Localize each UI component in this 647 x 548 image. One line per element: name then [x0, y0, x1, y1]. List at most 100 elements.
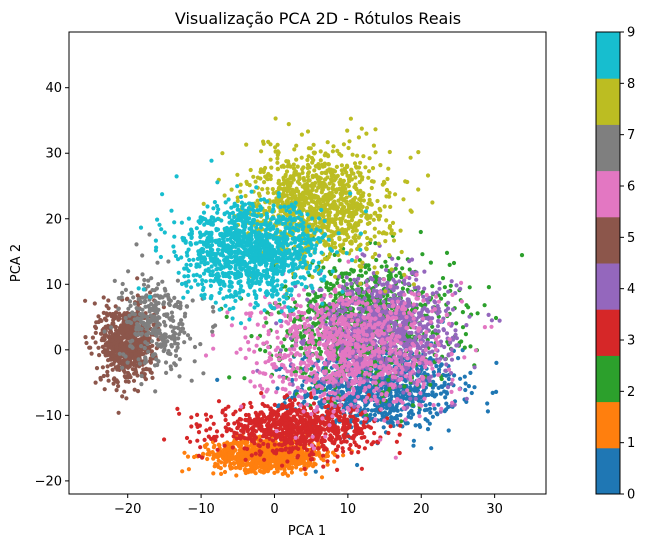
- scatter-point: [272, 402, 277, 407]
- scatter-point: [299, 415, 304, 420]
- scatter-point: [150, 375, 155, 380]
- scatter-point: [260, 434, 266, 439]
- scatter-point: [264, 450, 269, 455]
- scatter-point: [394, 439, 399, 444]
- scatter-point: [243, 417, 248, 422]
- scatter-point: [215, 447, 220, 452]
- scatter-point: [406, 338, 411, 343]
- plot-area: [68, 31, 547, 495]
- scatter-point: [413, 423, 418, 428]
- scatter-point: [291, 423, 296, 428]
- scatter-point: [411, 443, 416, 448]
- scatter-point: [101, 310, 106, 315]
- scatter-point: [428, 410, 433, 415]
- scatter-point: [336, 444, 341, 449]
- scatter-point: [220, 433, 225, 438]
- scatter-point: [294, 441, 300, 446]
- scatter-point: [467, 285, 472, 290]
- scatter-point: [472, 385, 477, 390]
- scatter-point: [444, 331, 450, 336]
- scatter-point: [318, 429, 323, 434]
- scatter-point: [383, 259, 388, 264]
- scatter-point: [216, 399, 222, 404]
- scatter-point: [427, 350, 432, 355]
- scatter-point: [272, 442, 277, 447]
- scatter-point: [302, 461, 307, 466]
- scatter-point: [135, 293, 140, 298]
- scatter-point: [102, 387, 107, 392]
- scatter-point: [387, 403, 392, 408]
- scatter-point: [203, 412, 209, 417]
- scatter-point: [425, 427, 431, 432]
- scatter-point: [455, 343, 460, 348]
- scatter-point: [340, 446, 345, 451]
- scatter-point: [386, 430, 391, 436]
- scatter-point: [310, 464, 316, 469]
- scatter-point: [237, 423, 242, 428]
- scatter-point: [332, 423, 337, 428]
- scatter-point: [446, 289, 451, 294]
- scatter-point: [272, 470, 277, 475]
- scatter-point: [258, 452, 263, 457]
- scatter-point: [410, 403, 415, 408]
- scatter-point: [254, 461, 259, 466]
- scatter-point: [324, 416, 329, 421]
- scatter-point: [350, 396, 355, 401]
- scatter-point: [287, 398, 293, 403]
- scatter-point: [201, 451, 206, 456]
- scatter-point: [327, 286, 332, 291]
- scatter-point: [425, 407, 430, 412]
- scatter-point: [208, 414, 214, 419]
- scatter-point: [466, 384, 471, 389]
- scatter-point: [321, 453, 326, 458]
- scatter-point: [310, 457, 315, 462]
- scatter-point: [431, 370, 436, 375]
- scatter-point: [281, 344, 286, 349]
- scatter-point: [340, 390, 345, 395]
- scatter-point: [132, 387, 137, 392]
- scatter-point: [105, 373, 110, 378]
- scatter-point: [197, 423, 202, 428]
- scatter-point: [261, 441, 266, 446]
- scatter-point: [283, 347, 288, 352]
- scatter-point: [289, 446, 294, 451]
- scatter-point: [294, 445, 299, 450]
- scatter-point: [234, 473, 239, 478]
- scatter-point: [395, 285, 400, 290]
- scatter-point: [463, 381, 468, 386]
- scatter-point: [265, 457, 270, 462]
- scatter-point: [270, 409, 275, 414]
- scatter-point: [292, 397, 297, 402]
- scatter-point: [234, 436, 239, 441]
- scatter-point: [223, 417, 228, 423]
- scatter-point: [439, 376, 444, 382]
- scatter-point: [320, 405, 325, 410]
- scatter-point: [400, 286, 405, 291]
- scatter-point: [215, 377, 220, 382]
- scatter-point: [216, 451, 221, 456]
- scatter-point: [373, 408, 378, 413]
- scatter-point: [463, 387, 468, 393]
- scatter-point: [434, 364, 439, 369]
- scatter-point: [416, 286, 421, 291]
- scatter-point: [302, 466, 307, 471]
- scatter-point: [485, 409, 490, 414]
- scatter-point: [427, 401, 432, 407]
- scatter-point: [367, 267, 372, 272]
- scatter-point: [278, 447, 283, 452]
- scatter-point: [284, 425, 289, 431]
- scatter-point: [438, 363, 443, 368]
- scatter-point: [407, 259, 412, 264]
- scatter-point: [325, 459, 330, 464]
- scatter-point: [258, 347, 263, 352]
- scatter-point: [433, 328, 438, 333]
- scatter-point: [294, 409, 299, 414]
- scatter-point: [243, 457, 248, 462]
- scatter-point: [365, 378, 370, 383]
- scatter-point: [285, 459, 290, 464]
- scatter-point: [100, 365, 105, 370]
- scatter-point: [353, 419, 358, 424]
- scatter-point: [428, 260, 433, 265]
- scatter-point: [313, 469, 318, 474]
- scatter-point: [312, 424, 317, 429]
